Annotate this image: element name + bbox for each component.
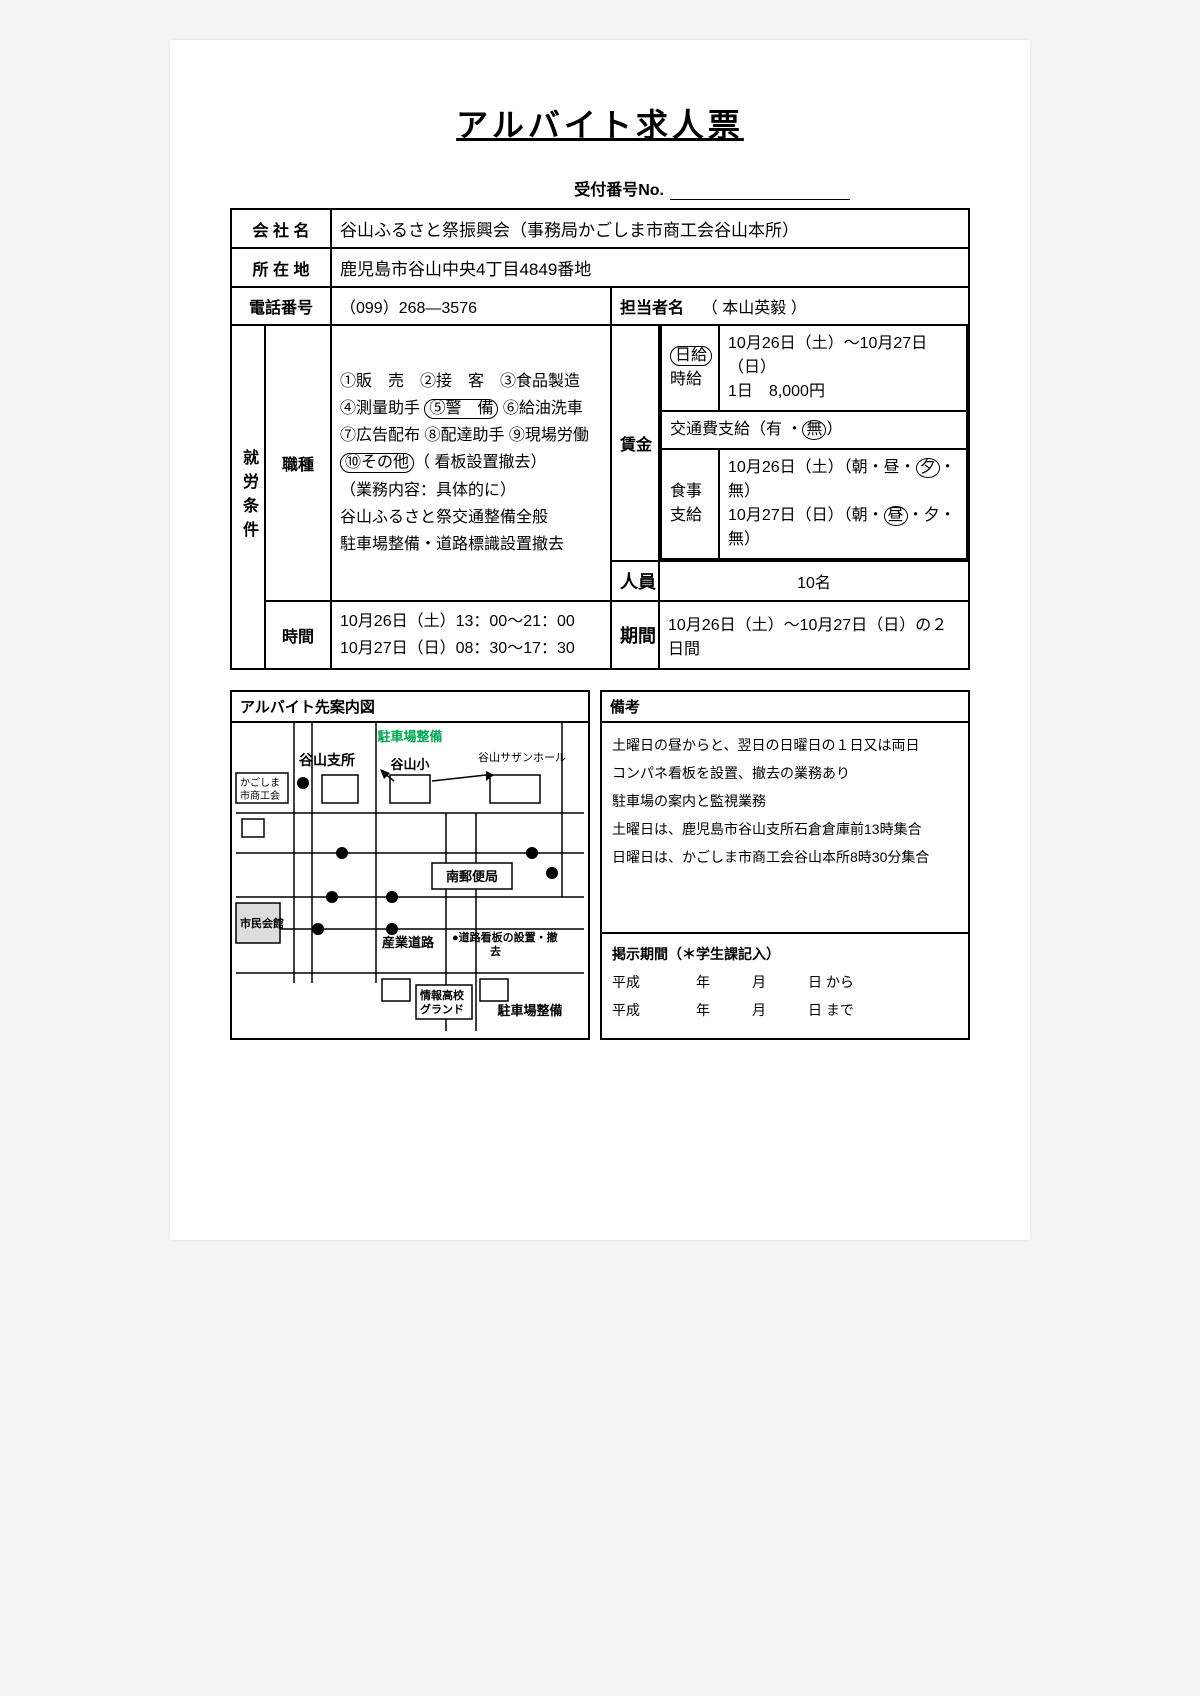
map-parking-top: 駐車場整備 [377, 729, 442, 744]
map-industrial-road: 産業道路 [382, 935, 435, 950]
receipt-number-row: 受付番号No. [230, 176, 970, 200]
map-info-hs-2: グランド [420, 1002, 464, 1016]
main-table: 会 社 名 谷山ふるさと祭振興会（事務局かごしま市商工会谷山本所） 所 在 地 … [230, 208, 970, 670]
map-taniyama-es: 谷山小 [390, 757, 429, 772]
note-4: 土曜日は、鹿児島市谷山支所石倉倉庫前13時集合 [612, 815, 958, 843]
map-sign-note-2: 去 [490, 944, 501, 958]
notes-title: 備考 [602, 692, 968, 723]
map-civic-hall: 市民会館 [240, 916, 284, 930]
map-svg: 駐車場整備 谷山支所 谷山小 谷山サザンホール かごしま 市商工会 [232, 723, 588, 1033]
value-period: 10月26日（土）〜10月27日（日）の２日間 [659, 601, 969, 669]
meal-label: 食事 支給 [661, 449, 719, 559]
map-southern-hall: 谷山サザンホール [478, 751, 566, 764]
notes-body: 土曜日の昼からと、翌日の日曜日の１日又は両日 コンパネ看板を設置、撤去の業務あり… [602, 723, 968, 932]
note-5: 日曜日は、かごしま市商工会谷山本所8時30分集合 [612, 843, 958, 871]
transport-row: 交通費支給（有 ・無） [661, 411, 967, 449]
meal-values: 10月26日（土）（朝・昼・夕・無） 10月27日（日）（朝・昼・夕・無） [719, 449, 967, 559]
receipt-label: 受付番号No. [574, 182, 664, 199]
receipt-underline [670, 199, 850, 200]
label-contact: 担当者名 [620, 300, 684, 317]
map-shokokai-1: かごしま [240, 776, 280, 789]
map-box: アルバイト先案内図 駐車場整備 谷山支所 谷山小 谷山サザンホール かごしま 市… [230, 690, 590, 1040]
job-type-content: ①販 売 ②接 客 ③食品製造 ④測量助手 ⑤警 備 ⑥給油洗車 ⑦広告配布 ⑧… [331, 325, 611, 601]
map-info-hs-1: 情報高校 [420, 988, 465, 1002]
value-address: 鹿児島市谷山中央4丁目4849番地 [331, 248, 969, 287]
value-persons: 10名 [659, 561, 969, 601]
posting-box: 掲示期間（＊学生課記入） 平成 年 月 日 から 平成 年 月 日 まで [602, 932, 968, 1038]
wage-cell: 日給 時給 10月26日（土）〜10月27日（日） 1日 8,000円 交通費支… [659, 325, 969, 561]
label-period: 期間 [611, 601, 659, 669]
map-parking-bottom: 駐車場整備 [497, 1003, 562, 1018]
pay-period: 10月26日（土）〜10月27日（日） [728, 332, 958, 380]
note-2: コンパネ看板を設置、撤去の業務あり [612, 759, 958, 787]
note-3: 駐車場の案内と監視業務 [612, 787, 958, 815]
posting-from: 平成 年 月 日 から [612, 968, 958, 996]
note-1: 土曜日の昼からと、翌日の日曜日の１日又は両日 [612, 731, 958, 759]
pay-amount: 1日 8,000円 [728, 380, 958, 404]
map-sign-note-1: ●道路看板の設置・撤 [452, 930, 558, 944]
page-title: アルバイト求人票 [230, 100, 970, 146]
value-hours: 10月26日（土）13：00〜21：00 10月27日（日）08：30〜17：3… [331, 601, 611, 669]
notes-box: 備考 土曜日の昼からと、翌日の日曜日の１日又は両日 コンパネ看板を設置、撤去の業… [600, 690, 970, 1040]
label-job-type: 職種 [265, 325, 331, 601]
contact-cell: 担当者名 （ 本山英毅 ） [611, 287, 969, 325]
label-wage: 賃金 [611, 325, 659, 561]
label-hours: 時間 [265, 601, 331, 669]
pay-hourly: 時給 [670, 371, 702, 388]
map-shokokai-2: 市商工会 [240, 789, 280, 802]
pay-daily: 日給 [670, 346, 712, 366]
label-work-conditions: 就労条件 [231, 325, 265, 669]
label-company: 会 社 名 [231, 209, 331, 248]
map-title: アルバイト先案内図 [232, 692, 588, 723]
value-phone: （099）268―3576 [331, 287, 611, 325]
label-persons: 人員 [611, 561, 659, 601]
posting-heading: 掲示期間（＊学生課記入） [612, 940, 958, 968]
value-company: 谷山ふるさと祭振興会（事務局かごしま市商工会谷山本所） [331, 209, 969, 248]
label-address: 所 在 地 [231, 248, 331, 287]
map-taniyama-branch: 谷山支所 [299, 752, 355, 768]
label-phone: 電話番号 [231, 287, 331, 325]
value-contact: （ 本山英毅 ） [702, 300, 807, 317]
map-post-office: 南郵便局 [446, 869, 498, 884]
posting-to: 平成 年 月 日 まで [612, 996, 958, 1024]
